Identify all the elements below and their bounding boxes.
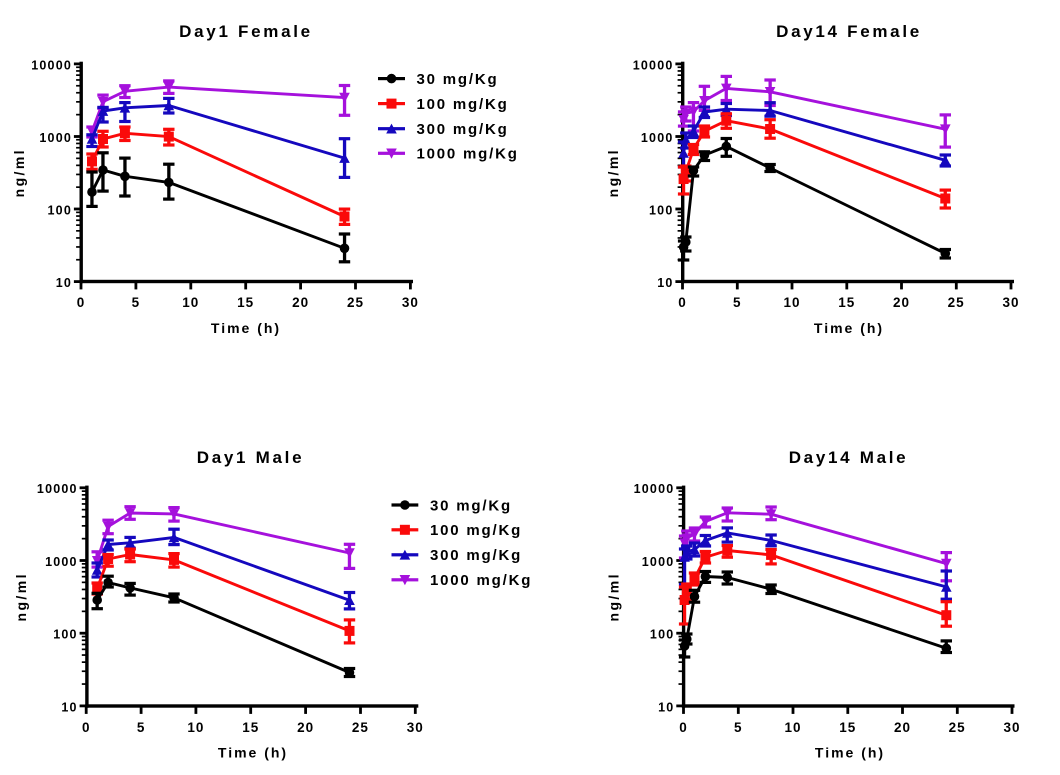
svg-text:10: 10 bbox=[783, 295, 800, 310]
svg-text:1000: 1000 bbox=[45, 555, 78, 569]
svg-text:0: 0 bbox=[82, 720, 91, 735]
svg-text:30: 30 bbox=[407, 720, 424, 735]
svg-text:25: 25 bbox=[347, 295, 364, 310]
svg-text:5: 5 bbox=[734, 720, 743, 735]
svg-text:0: 0 bbox=[77, 295, 86, 310]
svg-text:100: 100 bbox=[650, 628, 674, 642]
svg-text:300 mg/Kg: 300 mg/Kg bbox=[417, 121, 509, 138]
svg-text:1000 mg/Kg: 1000 mg/Kg bbox=[417, 146, 519, 163]
svg-text:Time (h): Time (h) bbox=[814, 320, 884, 336]
svg-text:100: 100 bbox=[53, 628, 77, 642]
svg-text:30 mg/Kg: 30 mg/Kg bbox=[417, 71, 499, 88]
svg-text:1000: 1000 bbox=[641, 131, 674, 145]
svg-text:30 mg/Kg: 30 mg/Kg bbox=[430, 497, 512, 514]
svg-text:30: 30 bbox=[1002, 295, 1019, 310]
svg-text:15: 15 bbox=[237, 295, 254, 310]
svg-text:30: 30 bbox=[402, 295, 419, 310]
svg-text:10: 10 bbox=[187, 720, 204, 735]
svg-text:20: 20 bbox=[894, 720, 911, 735]
svg-text:20: 20 bbox=[297, 720, 314, 735]
svg-text:10: 10 bbox=[658, 700, 674, 714]
svg-text:10000: 10000 bbox=[37, 482, 78, 496]
svg-text:5: 5 bbox=[733, 295, 742, 310]
svg-text:1000: 1000 bbox=[39, 131, 72, 145]
svg-text:300 mg/Kg: 300 mg/Kg bbox=[430, 547, 522, 564]
svg-text:1000: 1000 bbox=[642, 555, 675, 569]
svg-text:Day1 Female: Day1 Female bbox=[179, 22, 313, 41]
svg-text:25: 25 bbox=[352, 720, 369, 735]
svg-text:100: 100 bbox=[48, 203, 72, 217]
svg-text:Time (h): Time (h) bbox=[815, 745, 885, 761]
svg-text:5: 5 bbox=[132, 295, 141, 310]
svg-text:15: 15 bbox=[839, 720, 856, 735]
svg-text:100 mg/Kg: 100 mg/Kg bbox=[417, 96, 509, 113]
svg-text:20: 20 bbox=[292, 295, 309, 310]
svg-text:ng/ml: ng/ml bbox=[13, 572, 29, 621]
svg-text:10000: 10000 bbox=[634, 482, 675, 496]
svg-text:5: 5 bbox=[137, 720, 146, 735]
svg-text:Day14 Female: Day14 Female bbox=[776, 22, 922, 41]
svg-text:10: 10 bbox=[61, 700, 77, 714]
svg-text:Time (h): Time (h) bbox=[218, 745, 288, 761]
svg-text:25: 25 bbox=[948, 295, 965, 310]
svg-text:Day1 Male: Day1 Male bbox=[197, 448, 304, 467]
svg-text:10: 10 bbox=[784, 720, 801, 735]
svg-text:100 mg/Kg: 100 mg/Kg bbox=[430, 522, 522, 539]
svg-text:10: 10 bbox=[657, 276, 673, 290]
svg-text:25: 25 bbox=[949, 720, 966, 735]
svg-text:0: 0 bbox=[679, 720, 688, 735]
svg-text:20: 20 bbox=[893, 295, 910, 310]
svg-text:ng/ml: ng/ml bbox=[606, 572, 622, 621]
svg-text:Day14 Male: Day14 Male bbox=[789, 448, 909, 467]
svg-text:15: 15 bbox=[838, 295, 855, 310]
svg-text:Time (h): Time (h) bbox=[211, 320, 281, 336]
svg-text:10000: 10000 bbox=[31, 58, 72, 72]
svg-text:ng/ml: ng/ml bbox=[605, 148, 621, 197]
svg-text:10000: 10000 bbox=[633, 58, 674, 72]
svg-text:30: 30 bbox=[1003, 720, 1020, 735]
svg-text:15: 15 bbox=[242, 720, 259, 735]
svg-text:0: 0 bbox=[678, 295, 687, 310]
svg-text:10: 10 bbox=[56, 276, 72, 290]
svg-text:1000 mg/Kg: 1000 mg/Kg bbox=[430, 572, 532, 589]
svg-text:100: 100 bbox=[649, 203, 673, 217]
svg-text:10: 10 bbox=[182, 295, 199, 310]
svg-text:ng/ml: ng/ml bbox=[11, 148, 27, 197]
